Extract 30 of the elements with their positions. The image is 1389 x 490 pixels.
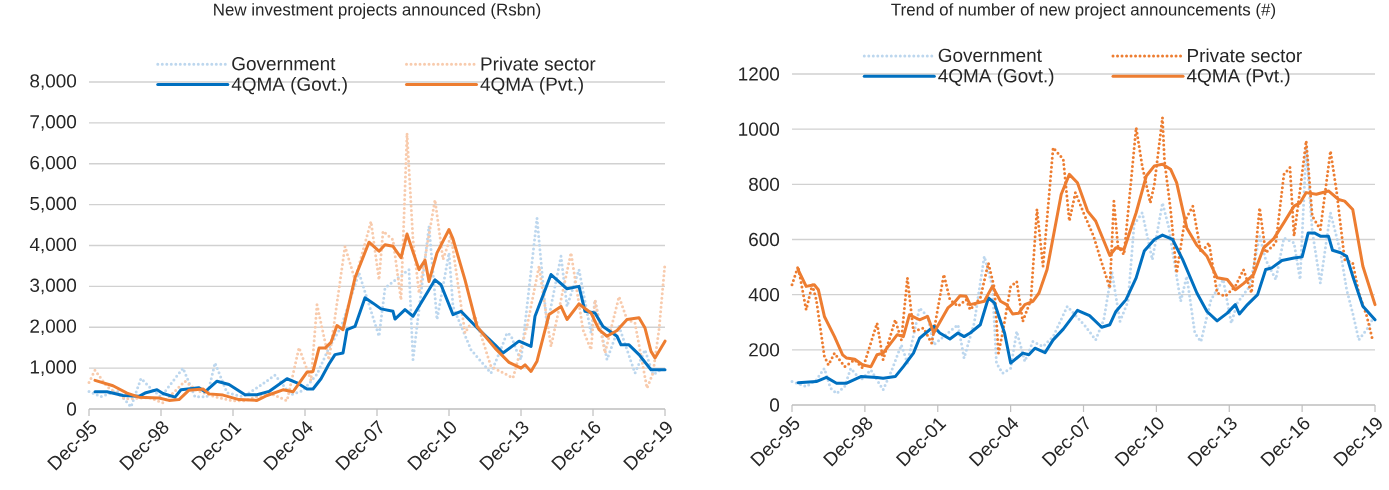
y-tick-label: 3,000 (30, 278, 77, 295)
line-series (87, 131, 667, 405)
y-tick-label: 7,000 (30, 115, 77, 131)
y-tick-label: 800 (749, 177, 780, 192)
legend-label: 4QMA (Govt.) (938, 68, 1054, 87)
y-tick-label: 600 (749, 232, 780, 247)
y-tick-label: 2,000 (30, 319, 77, 336)
chart-title: Trend of number of new project announcements (#) (891, 3, 1276, 19)
legend-label: 4QMA (Govt.) (231, 76, 347, 95)
chart-title: New investment projects announced (Rsbn) (214, 3, 541, 19)
y-tick-label: 1,000 (30, 360, 77, 376)
line-series (796, 231, 1377, 385)
legend-label: Government (232, 57, 336, 71)
legend-label: Private sector (1188, 48, 1302, 63)
y-tick-label: 400 (748, 287, 780, 302)
legend-label: Government (938, 48, 1042, 63)
y-tick-label: 5,000 (30, 196, 77, 213)
legend-label: 4QMA (Pvt.) (480, 76, 583, 95)
y-tick-label: 200 (749, 343, 780, 357)
y-tick-label: 1200 (739, 67, 780, 81)
line-series (790, 116, 1375, 370)
legend-label: 4QMA (Pvt.) (1186, 68, 1290, 87)
y-tick-label: 0 (67, 402, 77, 416)
line-series (93, 273, 667, 399)
y-tick-label: 4,000 (29, 237, 77, 254)
y-tick-label: 1000 (739, 122, 780, 136)
y-tick-label: 8,000 (30, 74, 77, 90)
y-tick-label: 0 (770, 398, 780, 412)
y-tick-label: 6,000 (30, 155, 77, 172)
legend-label: Private sector (481, 56, 596, 71)
